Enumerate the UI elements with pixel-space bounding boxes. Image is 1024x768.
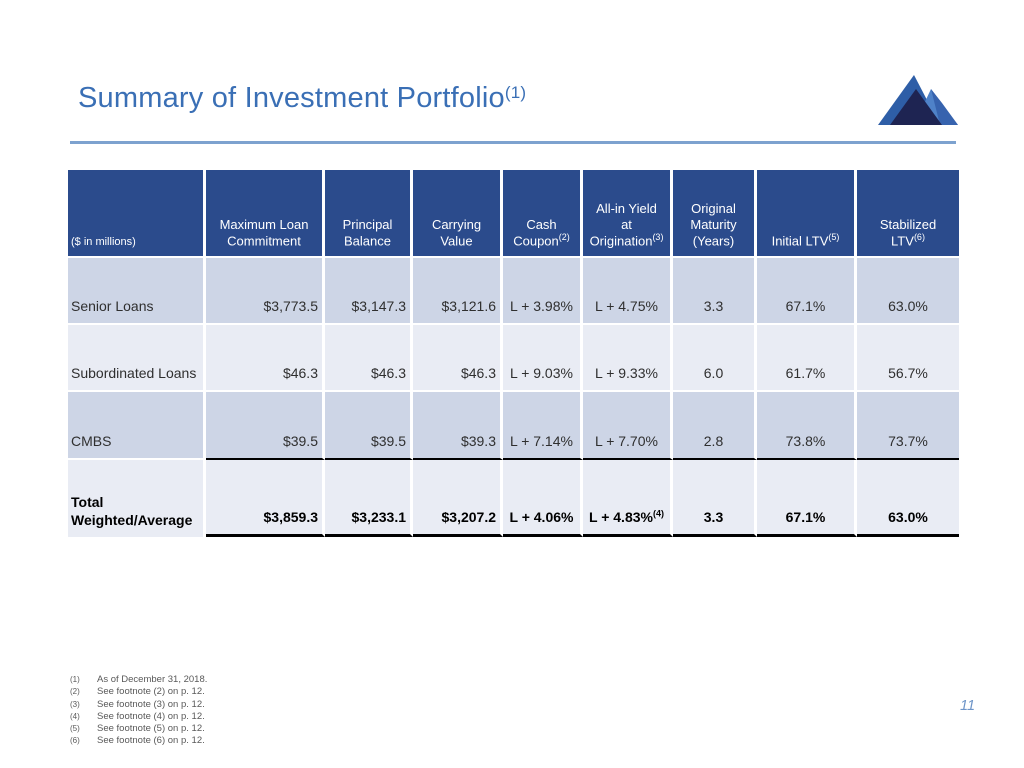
- footnote-6: (6) See footnote (6) on p. 12.: [70, 735, 205, 747]
- row-label: Total Weighted/Average: [68, 460, 206, 537]
- row-label: Senior Loans: [68, 258, 206, 325]
- header-cash-coupon: Cash Coupon(2): [503, 170, 583, 258]
- table-header-row: ($ in millions) Maximum Loan Commitment …: [68, 170, 959, 258]
- header-initial-ltv: Initial LTV(5): [757, 170, 857, 258]
- footnote-5: (5) See footnote (5) on p. 12.: [70, 723, 205, 735]
- header-stabilized-ltv: Stabilized LTV(6): [857, 170, 959, 258]
- page-title-footnote-ref: (1): [504, 83, 527, 102]
- footnotes: (1) As of December 31, 2018. (2) See footn…: [70, 674, 207, 748]
- page-number: 11: [960, 698, 976, 714]
- header-maximum-loan-commitment: Maximum Loan Commitment: [206, 170, 325, 258]
- header-principal-balance: Principal Balance: [325, 170, 413, 258]
- row-label: Subordinated Loans: [68, 325, 206, 392]
- header-original-maturity: Original Maturity (Years): [673, 170, 757, 258]
- footnote-1: (1) As of December 31, 2018.: [70, 674, 208, 685]
- page-title-text: Summary of Investment Portfolio: [78, 82, 505, 114]
- footnote-2: (2) See footnote (2) on p. 12.: [70, 686, 205, 698]
- footnote-4: (4) See footnote (4) on p. 12.: [70, 710, 205, 722]
- title-divider: [70, 141, 956, 144]
- page-title: Summary of Investment Portfolio(1): [78, 82, 526, 115]
- investment-portfolio-table: ($ in millions) Maximum Loan Commitment …: [68, 170, 959, 537]
- header-carrying-value: Carrying Value: [413, 170, 503, 258]
- footnote-3: (3) See footnote (3) on p. 12.: [70, 698, 205, 710]
- table-row-senior-loans: Senior Loans $3,773.5 $3,147.3 $3,121.6 …: [68, 258, 959, 325]
- table-row-cmbs: CMBS $39.5 $39.5 $39.3 L + 7.14% L + 7.7…: [68, 392, 959, 460]
- row-label: CMBS: [68, 392, 206, 460]
- mountain-logo-icon: [878, 75, 958, 125]
- table-row-total-weighted-average: Total Weighted/Average $3,859.3 $3,233.1…: [68, 460, 959, 537]
- header-all-in-yield: All-in Yield at Origination(3): [583, 170, 673, 258]
- table-row-subordinated-loans: Subordinated Loans $46.3 $46.3 $46.3 L +…: [68, 325, 959, 392]
- header-unit-label: ($ in millions): [68, 170, 206, 258]
